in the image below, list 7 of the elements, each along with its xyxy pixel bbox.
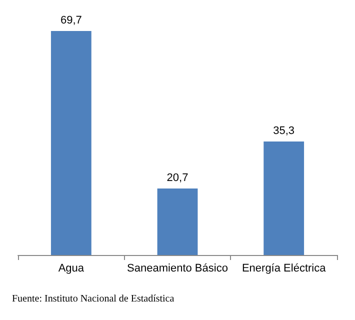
x-tick-label: Energía Eléctrica [242,262,327,274]
x-tick-label: Agua [58,262,85,274]
x-tick-label: Saneamiento Básico [127,262,228,274]
data-label: 69,7 [60,14,82,26]
data-label: 20,7 [166,172,188,184]
data-label: 35,3 [273,125,295,138]
source-note: Fuente: Instituto Nacional de Estadística [12,294,175,304]
